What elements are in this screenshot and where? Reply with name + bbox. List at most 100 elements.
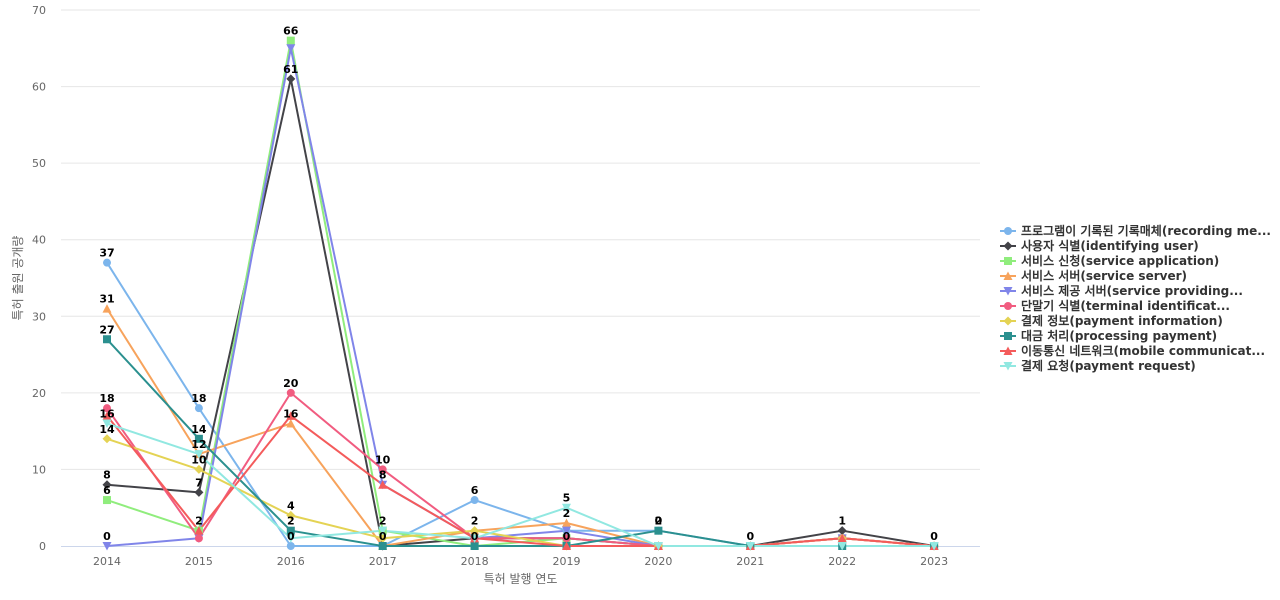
x-tick-label: 2016 (277, 555, 305, 568)
series-7-point (378, 533, 388, 543)
series-line-9 (106, 414, 936, 547)
data-label: 2 (471, 515, 479, 528)
y-tick-label: 0 (39, 540, 46, 553)
legend-item[interactable]: 결제 정보(payment information) (1000, 313, 1223, 328)
data-label: 2 (563, 507, 571, 520)
data-label: 16 (283, 407, 299, 420)
legend-item[interactable]: 서비스 신청(service application) (1000, 253, 1219, 268)
data-label: 10 (375, 453, 391, 466)
series-markers (102, 36, 939, 551)
series-10-point (470, 534, 480, 543)
legend-marker (1003, 362, 1013, 371)
legend-item[interactable]: 이동통신 네트워크(mobile communicat... (1000, 343, 1265, 358)
data-label: 2 (195, 515, 203, 528)
series-line-2 (106, 77, 936, 547)
legend-item[interactable]: 서비스 서버(service server) (1000, 268, 1187, 283)
data-label: 6 (471, 484, 479, 497)
data-label: 0 (655, 515, 663, 528)
series-3-point (286, 36, 295, 45)
data-label: 0 (379, 530, 387, 543)
series-10-point (929, 542, 939, 551)
series-5-point (102, 542, 112, 551)
legend-label: 결제 정보(payment information) (1021, 313, 1223, 328)
legend-label: 이동통신 네트워크(mobile communicat... (1021, 343, 1265, 358)
data-label: 27 (99, 323, 114, 336)
legend-marker (1003, 271, 1013, 280)
series-9-point (286, 411, 296, 420)
data-label: 7 (195, 476, 203, 489)
y-tick-label: 60 (32, 81, 46, 94)
series-1-point (286, 542, 295, 550)
series-line-10 (106, 422, 936, 547)
legend-marker (1004, 332, 1012, 340)
series-2-point (194, 487, 204, 497)
series-2-point (837, 526, 847, 536)
data-label: 1 (838, 515, 846, 528)
series-10-point (286, 534, 296, 543)
series-4-point (286, 418, 296, 428)
data-label: 8 (103, 469, 111, 482)
series-1-point (194, 404, 203, 413)
series-10-point (837, 542, 847, 551)
series-lines (106, 39, 936, 547)
series-8-point (378, 542, 387, 550)
x-tick-label: 2019 (553, 555, 581, 568)
series-2-point (286, 74, 296, 84)
legend-label: 단말기 식별(terminal identificat... (1021, 298, 1230, 313)
data-label: 2 (287, 515, 295, 528)
data-label: 0 (103, 530, 111, 543)
series-10-point (102, 419, 112, 428)
x-axis-title: 특허 발행 연도 (484, 571, 558, 586)
data-label: 31 (99, 293, 114, 306)
legend-label: 서비스 신청(service application) (1021, 253, 1219, 268)
x-tick-label: 2020 (644, 555, 672, 568)
data-label: 6 (103, 484, 111, 497)
series-9-point (562, 541, 571, 550)
data-label: 16 (99, 407, 115, 420)
x-tick-label: 2017 (369, 555, 397, 568)
y-axis-ticks: 0 10 20 30 40 50 60 70 (32, 4, 46, 553)
series-6-point (562, 534, 571, 543)
data-label: 2 (379, 515, 387, 528)
series-4-point (102, 304, 112, 313)
series-9-point (837, 533, 847, 543)
series-10-point (653, 542, 663, 551)
y-tick-label: 50 (32, 157, 46, 170)
series-3-point (103, 496, 111, 505)
legend-marker (1004, 302, 1012, 310)
data-label: 14 (99, 423, 115, 436)
data-label: 66 (283, 25, 299, 38)
x-tick-label: 2015 (185, 555, 213, 568)
legend-label: 서비스 제공 서버(service providing... (1021, 283, 1243, 298)
legend-label: 사용자 식별(identifying user) (1021, 238, 1199, 253)
series-10-point (194, 450, 204, 459)
series-9-point (194, 526, 204, 535)
legend-item[interactable]: 결제 요청(payment request) (1000, 358, 1196, 373)
series-8-point (654, 526, 663, 535)
legend-marker (1004, 257, 1012, 265)
data-label: 2 (655, 515, 663, 528)
data-label: 0 (746, 530, 754, 543)
legend-item[interactable]: 프로그램이 기록된 기록매체(recording me... (1000, 223, 1271, 238)
legend-label: 결제 요청(payment request) (1021, 358, 1196, 373)
series-7-point (194, 464, 204, 474)
series-8-point (470, 542, 479, 550)
legend-item[interactable]: 사용자 식별(identifying user) (1000, 238, 1199, 253)
series-8-point (103, 335, 111, 344)
data-label: 37 (99, 247, 114, 260)
data-label: 18 (99, 392, 114, 405)
y-tick-label: 30 (32, 310, 46, 323)
legend-item[interactable]: 대금 처리(processing payment) (1000, 328, 1217, 343)
legend-marker (1004, 227, 1012, 235)
series-9-point (378, 480, 388, 489)
data-label: 18 (191, 392, 206, 405)
legend-item[interactable]: 단말기 식별(terminal identificat... (1000, 298, 1230, 313)
data-label: 14 (191, 423, 207, 436)
series-line-1 (106, 261, 936, 547)
series-7-point (102, 434, 112, 444)
y-tick-label: 10 (32, 463, 46, 476)
legend-label: 서비스 서버(service server) (1021, 268, 1187, 283)
data-label: 4 (287, 499, 295, 512)
legend-item[interactable]: 서비스 제공 서버(service providing... (1000, 283, 1243, 298)
